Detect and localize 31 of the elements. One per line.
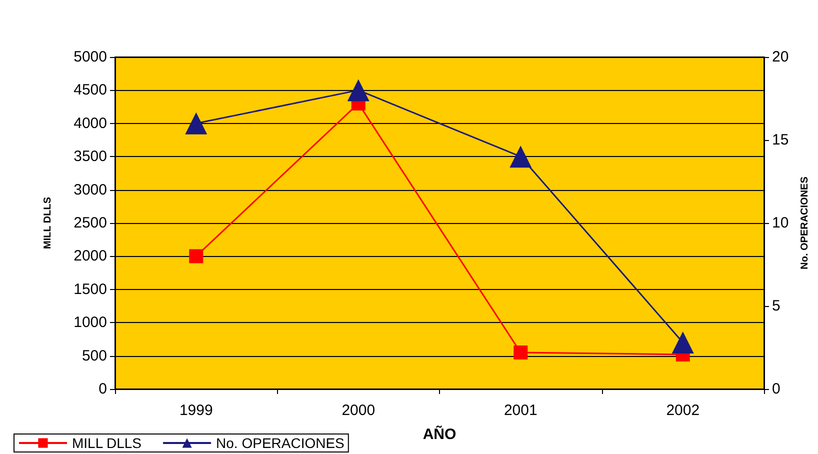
y-tick-label: 2000 (74, 248, 107, 265)
legend-label: MILL DLLS (72, 435, 142, 451)
legend-label: No. OPERACIONES (216, 435, 344, 451)
point (189, 249, 204, 264)
y2-tick-label: 10 (772, 214, 789, 232)
point (510, 146, 532, 168)
y-tick-label: 4500 (74, 82, 107, 99)
y-axis-title: MILL DLLS (42, 196, 54, 250)
point (347, 79, 370, 102)
point (672, 332, 694, 354)
y-tick-label: 1500 (74, 280, 107, 298)
x-tick-label: 2002 (666, 402, 700, 419)
x-tick-label: 1999 (179, 402, 213, 419)
y-tick-label: 500 (82, 347, 107, 364)
y-tick-label: 0 (98, 380, 107, 398)
x-tick-label: 2000 (342, 402, 376, 419)
y2-tick-label: 5 (772, 298, 780, 314)
y-tick-label: 4000 (74, 114, 107, 132)
y-tick-label: 2500 (74, 214, 107, 232)
y2-tick-label: 20 (772, 48, 789, 66)
y2-tick-label: 15 (772, 132, 789, 148)
point (185, 112, 208, 134)
point (514, 345, 528, 360)
y2-axis-title: No. OPERACIONES (800, 176, 810, 270)
y-tick-label: 3500 (74, 148, 107, 166)
x-axis-title: AÑO (422, 425, 456, 443)
x-tick-label: 2001 (504, 402, 538, 419)
y-tick-label: 3000 (74, 181, 107, 198)
y-tick-label: 5000 (74, 48, 107, 66)
y-tick-label: 1000 (74, 314, 107, 332)
y2-tick-label: 0 (772, 380, 780, 398)
